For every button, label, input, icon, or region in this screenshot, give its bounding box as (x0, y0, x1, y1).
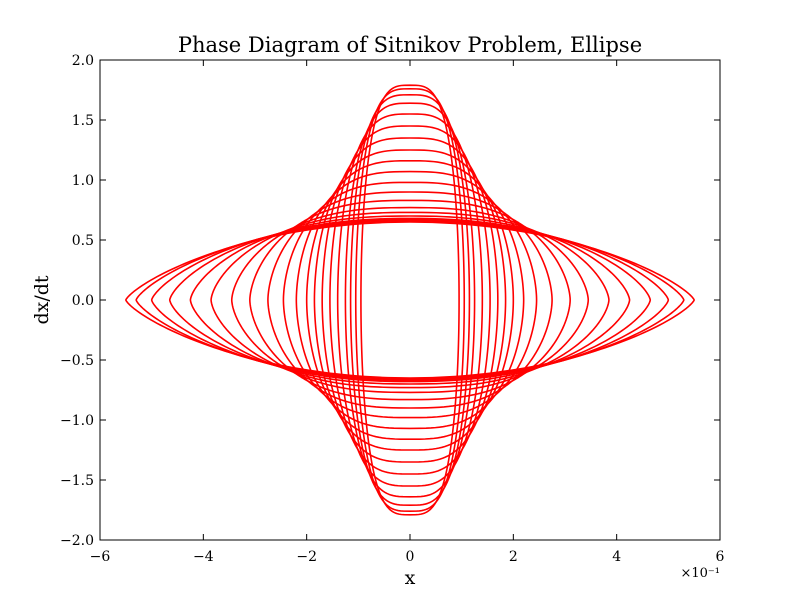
phase-orbit-curve (344, 102, 476, 498)
phase-orbit-curve (329, 125, 491, 475)
y-tick-label: −2.0 (60, 533, 94, 549)
chart-title: Phase Diagram of Sitnikov Problem, Ellip… (178, 33, 642, 57)
phase-orbit-curve (150, 218, 670, 382)
x-axis-offset-label: ×10⁻¹ (680, 566, 720, 581)
y-tick-label: −1.0 (60, 413, 94, 429)
phase-orbit-curve (295, 170, 525, 430)
y-tick-label: 2.0 (72, 53, 94, 69)
y-tick-label: 0.5 (72, 233, 94, 249)
y-tick-label: −1.5 (60, 473, 94, 489)
x-tick-label: 6 (716, 549, 725, 565)
phase-orbit-curve (249, 199, 571, 401)
phase-orbit-curve (267, 191, 553, 409)
x-tick-label: 4 (612, 549, 621, 565)
phase-orbit-curve (313, 149, 507, 451)
y-tick-label: 1.0 (72, 173, 94, 189)
phase-orbit-curve (282, 181, 538, 419)
x-axis-label: x (405, 567, 416, 589)
phase-orbit-curve (230, 206, 590, 394)
x-tick-label: 2 (509, 549, 518, 565)
phase-orbit-curve (168, 217, 652, 383)
phase-orbit-curve (321, 137, 499, 463)
y-axis-ticks: −2.0 −1.5 −1.0 −0.5 0.0 0.5 1.0 1.5 2.0 (60, 53, 720, 549)
phase-orbit-curve (336, 113, 484, 487)
phase-curves-group (125, 84, 695, 516)
x-axis-ticks: −6 −4 −2 0 2 4 6 (90, 60, 725, 565)
y-tick-label: 1.5 (72, 113, 94, 129)
x-tick-label: −4 (193, 549, 214, 565)
y-tick-label: 0.0 (72, 293, 94, 309)
x-tick-label: −6 (90, 549, 111, 565)
phase-orbit-curve (305, 160, 515, 440)
x-tick-label: 0 (406, 549, 415, 565)
y-axis-label: dx/dt (31, 275, 53, 324)
phase-orbit-curve (135, 220, 685, 380)
x-tick-label: −2 (296, 549, 317, 565)
y-tick-label: −0.5 (60, 353, 94, 369)
phase-orbit-curve (354, 88, 466, 512)
plot-frame (99, 59, 721, 541)
phase-orbit-curve (210, 211, 610, 389)
phase-orbit-curve (125, 221, 695, 379)
